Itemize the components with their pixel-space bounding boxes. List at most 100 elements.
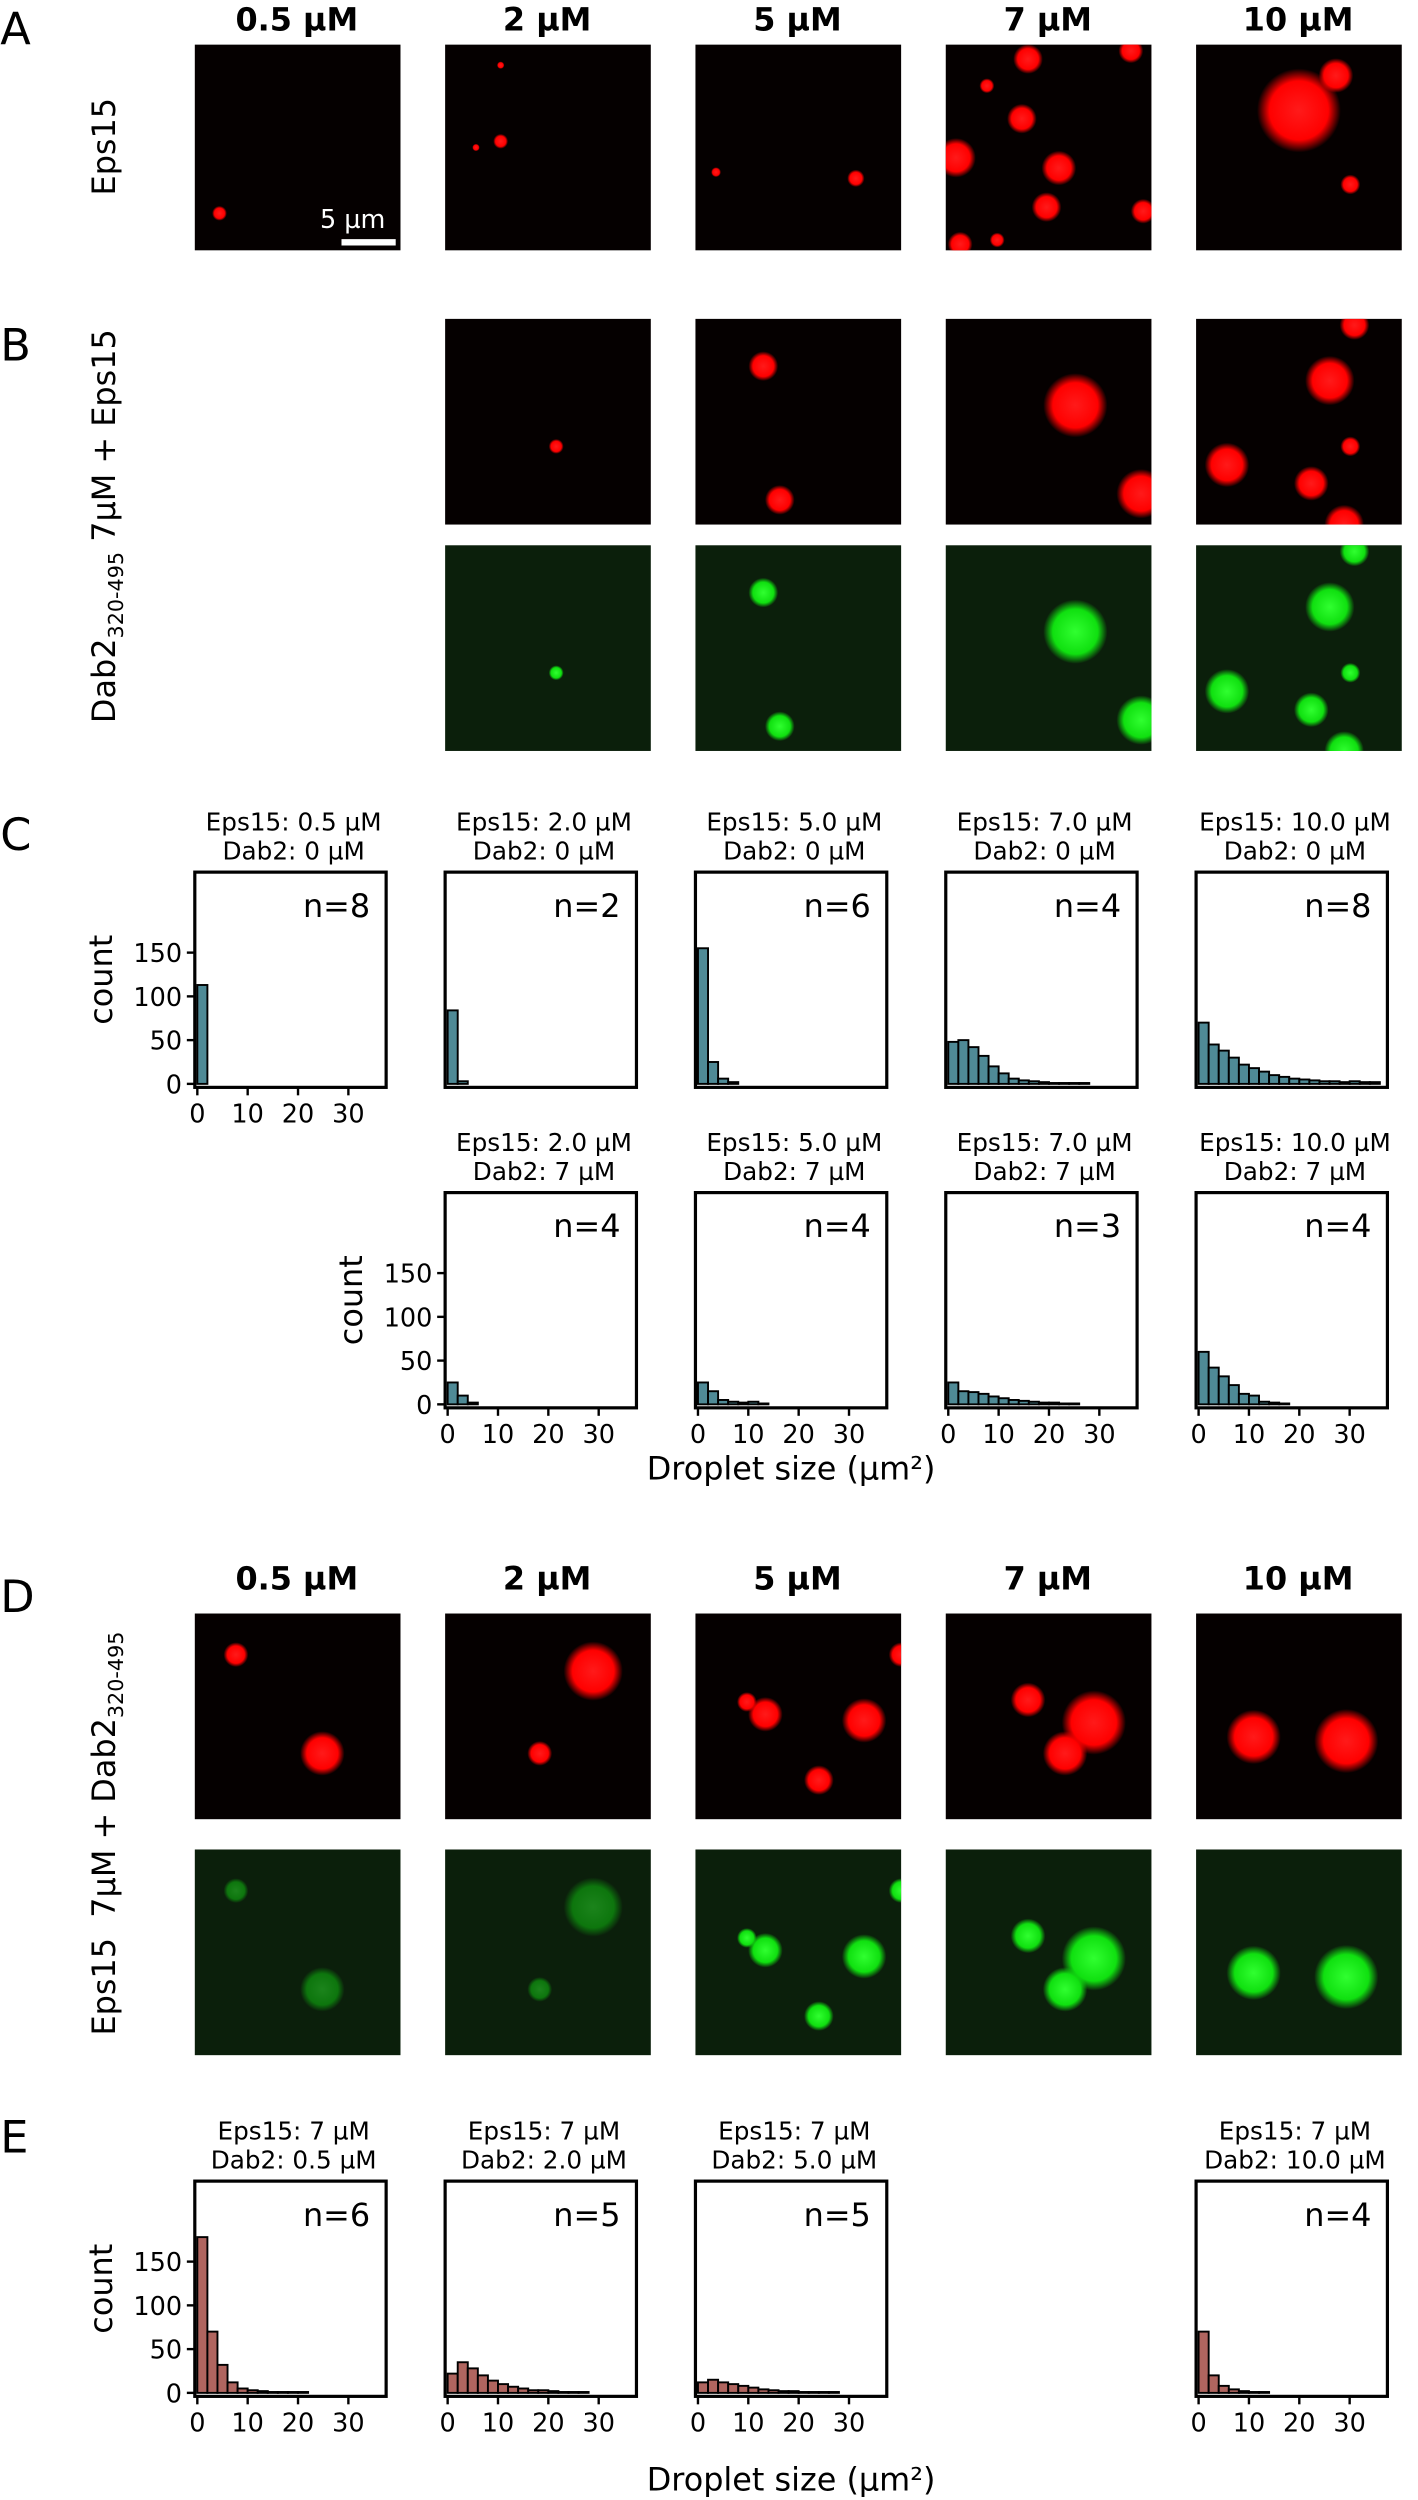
chart-title: Dab2: 7 µM (723, 1157, 865, 1186)
y-tick-label: 150 (133, 2248, 182, 2278)
micrograph (194, 1613, 401, 1820)
chart-title: Eps15: 7 µM (718, 2117, 870, 2146)
droplet (1013, 44, 1043, 74)
droplet (711, 167, 721, 178)
y-tick-label: 0 (416, 1391, 432, 1421)
x-tick-label: 20 (782, 2408, 814, 2438)
y-tick-label: 0 (166, 2379, 182, 2409)
droplet (563, 1641, 623, 1701)
bar (466, 2367, 479, 2394)
x-tick-label: 30 (332, 1099, 364, 1129)
droplet (1293, 466, 1329, 501)
droplet (1324, 731, 1364, 751)
x-axis-label: Droplet size (µm²) (647, 2460, 936, 2498)
bar (1197, 1021, 1210, 1085)
chart-title: Dab2: 10.0 µM (1204, 2145, 1386, 2174)
droplet (841, 1698, 887, 1743)
droplet (1130, 198, 1152, 224)
bar (1017, 1399, 1030, 1406)
annotation: n=8 (303, 887, 370, 925)
droplet (1340, 436, 1361, 457)
x-tick-label: 0 (690, 1420, 706, 1450)
droplet (1318, 58, 1354, 93)
axes-frame (944, 1191, 1139, 1410)
droplet (1314, 1944, 1379, 2010)
chart-title: Eps15: 5.0 µM (706, 1128, 882, 1157)
bar (977, 1054, 990, 1085)
y-tick-label: 150 (133, 939, 182, 969)
x-tick-label: 30 (332, 2408, 364, 2438)
micrograph (1196, 1613, 1402, 1820)
axes-frame (193, 2179, 388, 2398)
x-tick-label: 0 (1190, 1420, 1206, 1450)
droplet (1116, 695, 1152, 745)
droplet (472, 143, 480, 152)
droplet (947, 231, 973, 251)
panel-letter: A (0, 4, 31, 56)
bar (1058, 1082, 1071, 1085)
bar (957, 1390, 970, 1406)
droplet (1031, 192, 1062, 222)
panel-letter: D (0, 1571, 34, 1623)
bar (1318, 1080, 1331, 1085)
chart-title: Dab2: 0 µM (473, 836, 615, 865)
x-tick-label: 10 (732, 1420, 764, 1450)
bar (1338, 1081, 1351, 1085)
micrograph (194, 44, 401, 251)
x-tick-label: 20 (282, 1099, 314, 1129)
chart-title: Dab2: 7 µM (973, 1157, 1115, 1186)
droplet (212, 205, 227, 221)
bar (1368, 1081, 1381, 1085)
y-tick-label: 50 (400, 1347, 432, 1377)
x-tick-label: 30 (1333, 1420, 1365, 1450)
micrograph (695, 318, 902, 525)
micrograph (445, 545, 651, 751)
droplet (1043, 373, 1108, 438)
bar (797, 2391, 810, 2394)
x-tick-label: 30 (1083, 1420, 1115, 1450)
x-tick-label: 10 (231, 1099, 263, 1129)
bar (1227, 1056, 1240, 1085)
bar (226, 2381, 239, 2394)
bar (977, 1392, 990, 1406)
chart-title: Eps15: 10.0 µM (1199, 808, 1391, 837)
chart-title: Eps15: 10.0 µM (1199, 1128, 1391, 1157)
bar (1068, 1402, 1081, 1406)
chart-title: Eps15: 7.0 µM (957, 808, 1133, 837)
bar (1217, 2384, 1230, 2394)
chart-title: Dab2: 0 µM (222, 836, 364, 865)
bar (697, 947, 709, 1085)
micrograph (695, 545, 902, 751)
bar (1258, 1070, 1271, 1085)
x-tick-label: 0 (690, 2408, 706, 2438)
bar (827, 2391, 840, 2394)
annotation: n=4 (1304, 2196, 1371, 2234)
droplet (888, 1878, 902, 1903)
bar (1007, 1399, 1020, 1406)
bar (727, 1081, 740, 1085)
droplet (748, 577, 779, 608)
bar (1328, 1080, 1341, 1085)
chart-title: Eps15: 0.5 µM (206, 808, 382, 837)
droplet (1340, 174, 1361, 195)
bar (196, 2236, 209, 2394)
bar (1078, 1082, 1091, 1085)
bar (567, 2391, 580, 2394)
bar (707, 2378, 720, 2394)
annotation: n=2 (553, 887, 620, 925)
column-header: 5 µM (753, 1560, 841, 1598)
y-tick-label: 150 (384, 1260, 433, 1290)
axes-frame (443, 870, 639, 1089)
droplet (748, 1697, 783, 1732)
droplet (527, 1977, 553, 2002)
bar (1068, 1082, 1081, 1085)
x-tick-label: 0 (1190, 2408, 1206, 2438)
bar (1237, 1392, 1250, 1406)
x-tick-label: 20 (532, 2408, 564, 2438)
axes-frame (443, 2179, 639, 2398)
bar (1258, 1400, 1271, 1406)
droplet (1116, 469, 1152, 519)
x-tick-label: 10 (231, 2408, 263, 2438)
bar (717, 1077, 730, 1085)
